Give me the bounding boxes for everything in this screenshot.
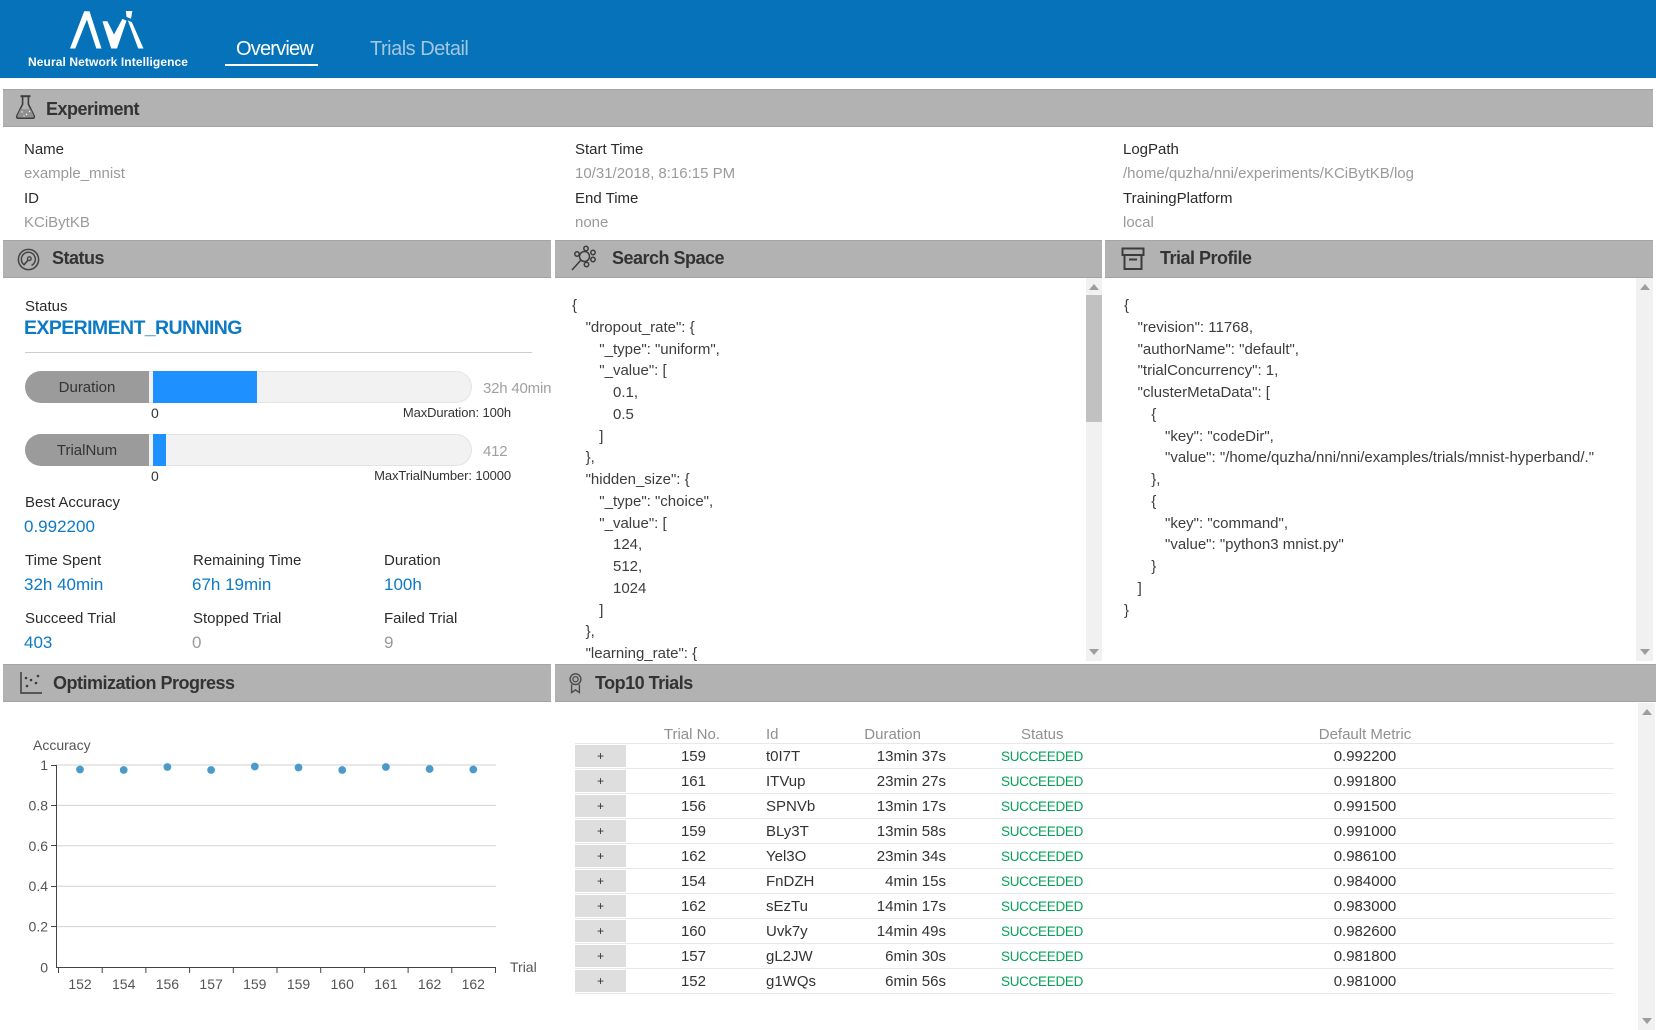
svg-text:0.8: 0.8 <box>29 797 49 813</box>
svg-text:154: 154 <box>112 976 136 992</box>
svg-text:1: 1 <box>40 757 48 773</box>
svg-text:0.6: 0.6 <box>29 838 49 854</box>
svg-text:152: 152 <box>68 976 92 992</box>
svg-text:0: 0 <box>40 960 48 976</box>
svg-text:156: 156 <box>156 976 180 992</box>
svg-text:160: 160 <box>331 976 355 992</box>
svg-text:0.2: 0.2 <box>29 919 49 935</box>
svg-text:162: 162 <box>418 976 442 992</box>
svg-text:161: 161 <box>374 976 398 992</box>
svg-text:157: 157 <box>199 976 223 992</box>
svg-text:159: 159 <box>243 976 267 992</box>
svg-text:0.4: 0.4 <box>29 878 49 894</box>
svg-text:Trial: Trial <box>510 959 537 975</box>
svg-text:162: 162 <box>462 976 486 992</box>
svg-text:159: 159 <box>287 976 311 992</box>
